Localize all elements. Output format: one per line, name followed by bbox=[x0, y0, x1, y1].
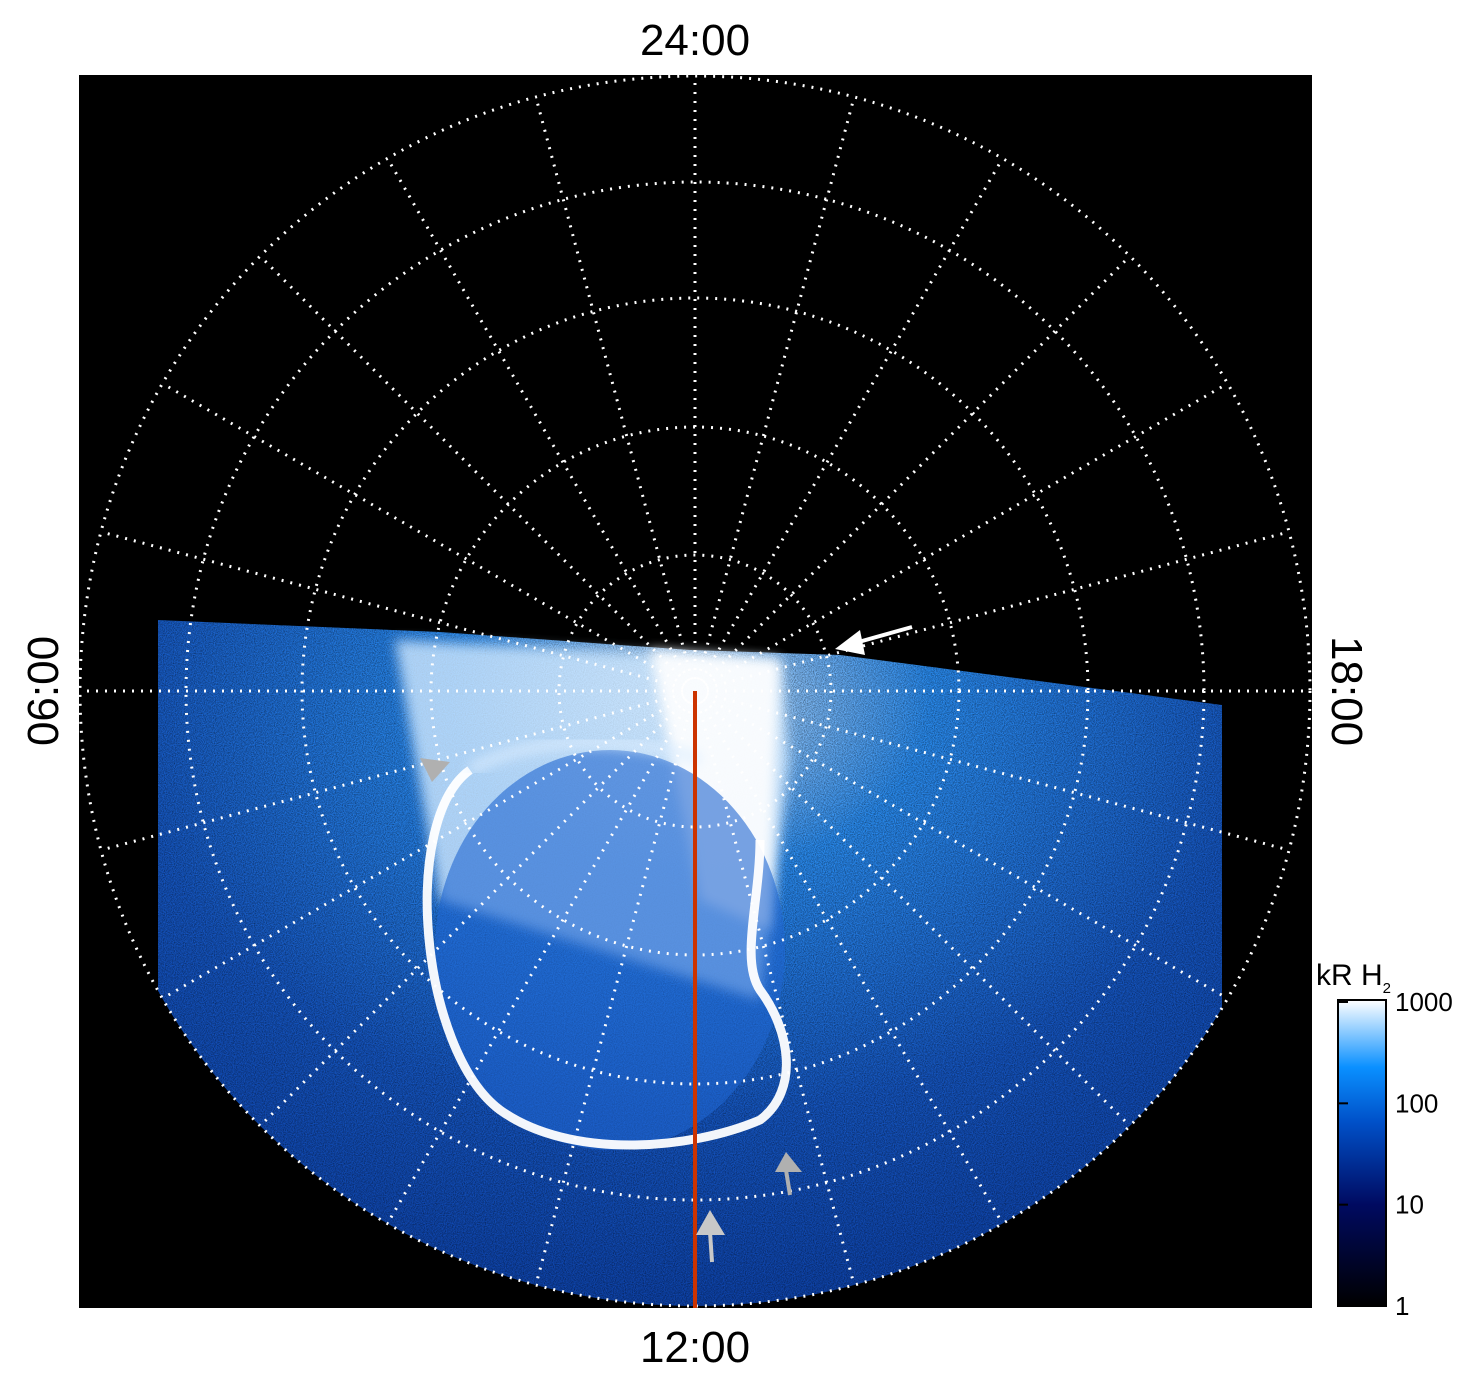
meridian-gridline bbox=[386, 700, 691, 1225]
meridian-gridline bbox=[259, 698, 688, 1127]
meridian-gridline bbox=[386, 157, 691, 682]
meridian-gridline bbox=[706, 530, 1290, 690]
meridian-gridline bbox=[702, 255, 1131, 684]
meridian-gridline bbox=[699, 157, 1004, 682]
colorbar-tick-label: 100 bbox=[1395, 1088, 1438, 1118]
colorbar-label: kR H2 bbox=[1316, 959, 1391, 997]
grey-arrow-1 bbox=[420, 758, 450, 782]
grey-arrow-2 bbox=[775, 1152, 802, 1196]
meridian-gridline bbox=[534, 96, 694, 680]
local-time-label-right: 18:00 bbox=[1322, 636, 1371, 746]
meridian-gridline bbox=[699, 700, 1004, 1225]
polar-grid bbox=[78, 74, 1312, 1308]
meridian-gridline bbox=[259, 255, 688, 684]
meridian-gridline bbox=[696, 96, 856, 680]
white-arrow bbox=[835, 625, 913, 655]
meridian-gridline bbox=[161, 382, 686, 687]
meridian-gridline bbox=[161, 695, 686, 1000]
local-time-label-bottom: 12:00 bbox=[640, 1323, 750, 1372]
colorbar-tick-label: 1000 bbox=[1395, 987, 1453, 1017]
colorbar-gradient bbox=[1337, 999, 1387, 1307]
meridian-gridline bbox=[706, 692, 1290, 852]
latitude-circle bbox=[300, 296, 1090, 1086]
meridian-gridline bbox=[100, 530, 684, 690]
grey-arrow-3 bbox=[696, 1210, 725, 1263]
meridian-gridline bbox=[534, 702, 694, 1286]
local-time-label-top: 24:00 bbox=[640, 16, 750, 65]
colorbar-tick-label: 1 bbox=[1395, 1291, 1409, 1321]
meridian-gridline bbox=[100, 692, 684, 852]
colorbar: kR H2 1 10 100 1000 bbox=[1316, 959, 1453, 1321]
colorbar-tick-label: 10 bbox=[1395, 1190, 1424, 1220]
meridian-gridline bbox=[704, 382, 1229, 687]
auroral-emission-image bbox=[158, 620, 1222, 1306]
local-time-label-left: 06:00 bbox=[19, 636, 68, 746]
meridian-gridline bbox=[704, 695, 1229, 1000]
latitude-circle bbox=[78, 74, 1312, 1308]
meridian-gridline bbox=[696, 702, 856, 1286]
meridian-gridline bbox=[702, 698, 1131, 1127]
latitude-circle bbox=[557, 553, 833, 829]
